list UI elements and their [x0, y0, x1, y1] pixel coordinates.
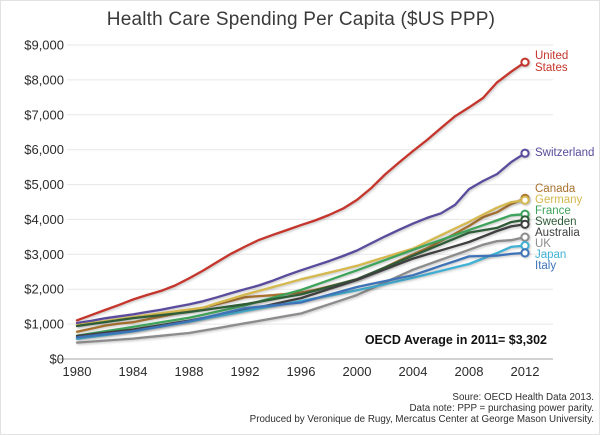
endpoint-marker-germany — [520, 195, 530, 205]
legend-label-france: France — [535, 204, 571, 217]
endpoint-marker-australia — [520, 219, 530, 229]
y-tick-label: $7,000 — [24, 107, 64, 122]
x-tick-label: 1992 — [231, 364, 260, 379]
y-tick-label: $6,000 — [24, 142, 64, 157]
legend-label-japan: Japan — [535, 248, 567, 261]
endpoint-marker-uk — [520, 232, 530, 242]
legend-label-australia: Australia — [535, 226, 580, 239]
line-sweden — [75, 218, 527, 328]
endpoint-marker-japan — [520, 241, 530, 251]
line-switzerland — [75, 152, 527, 325]
y-tick-label: $1,000 — [24, 317, 64, 332]
endpoint-marker-united-states — [520, 57, 530, 67]
legend-label-italy: Italy — [535, 259, 557, 272]
y-tick-label: $0 — [50, 352, 64, 367]
x-tick-label: 2008 — [455, 364, 484, 379]
source-line-1: Soure: OECD Health Data 2013. — [452, 392, 594, 403]
source-note: Soure: OECD Health Data 2013. Data note:… — [34, 392, 594, 426]
x-tick-label: 1996 — [287, 364, 316, 379]
line-france — [75, 213, 527, 337]
legend-label-sweden: Sweden — [535, 215, 577, 228]
oecd-average-annotation: OECD Average in 2011= $3,302 — [364, 333, 547, 347]
source-line-2: Data note: PPP = purchasing power parity… — [409, 403, 594, 415]
x-tick-label: 2000 — [343, 364, 372, 379]
legend-label-united-states: United States — [535, 50, 569, 74]
x-tick-label: 1984 — [119, 364, 148, 379]
endpoint-marker-italy — [520, 248, 530, 258]
y-tick-label: $4,000 — [24, 212, 64, 227]
chart-title: Health Care Spending Per Capita ($US PPP… — [106, 9, 496, 30]
line-australia — [75, 223, 527, 338]
endpoint-marker-switzerland — [520, 148, 530, 158]
x-tick-label: 1988 — [175, 364, 204, 379]
source-line-3: Produced by Veronique de Rugy, Mercatus … — [249, 414, 594, 426]
y-tick-label: $5,000 — [24, 177, 64, 192]
line-uk — [75, 235, 527, 344]
y-tick-label: $9,000 — [24, 38, 64, 53]
x-tick-label: 2004 — [399, 364, 428, 379]
legend-label-canada: Canada — [535, 182, 576, 195]
y-tick-label: $3,000 — [24, 247, 64, 262]
x-tick-label: 1980 — [63, 364, 92, 379]
line-germany — [75, 198, 527, 327]
legend-label-uk: UK — [535, 237, 551, 250]
y-tick-label: $2,000 — [24, 282, 64, 297]
y-tick-label: $8,000 — [24, 72, 64, 87]
line-italy — [75, 251, 527, 339]
legend-label-switzerland: Switzerland — [535, 146, 595, 159]
line-united-states — [75, 61, 527, 322]
legend-label-germany: Germany — [535, 193, 583, 206]
x-tick-label: 2012 — [511, 364, 540, 379]
